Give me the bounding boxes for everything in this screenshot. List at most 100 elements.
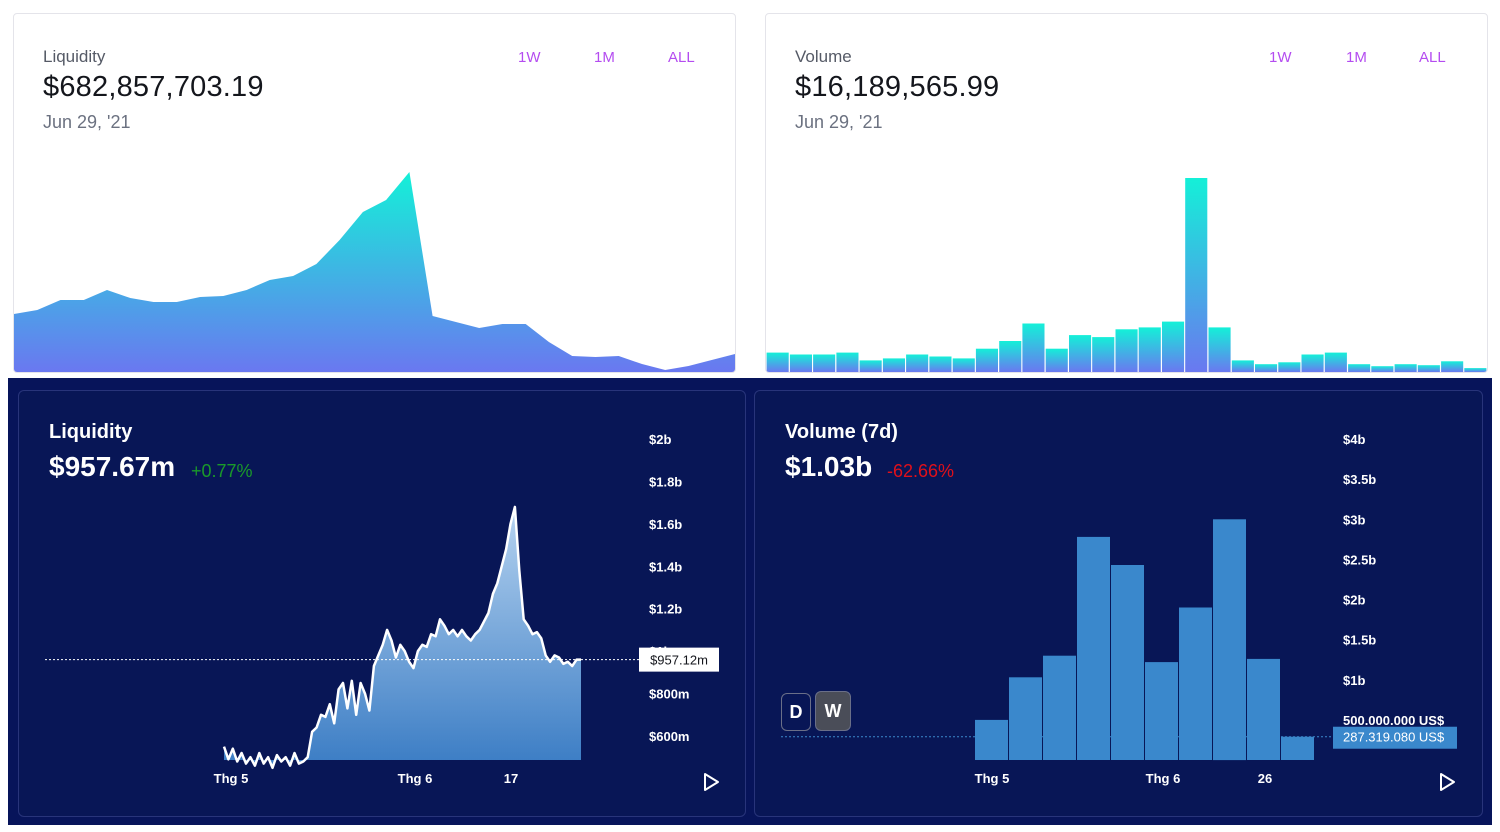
volume-bar: [1371, 366, 1394, 372]
y-tick-label: $3.5b: [1343, 472, 1376, 487]
volume-bar: [1069, 335, 1092, 372]
volume-bar: [789, 354, 812, 372]
volume-bar: [1162, 321, 1185, 372]
volume-value: $16,189,565.99: [795, 71, 1000, 103]
x-tick-label: Thg 6: [1146, 771, 1181, 786]
y-tick-label: 500.000.000 US$: [1343, 713, 1445, 728]
volume-bar: [1247, 658, 1280, 760]
dark-dashboard: Liquidity $957.67m +0.77% $2b $1.8b $1.6b $…: [8, 378, 1492, 825]
volume-bar: [1324, 352, 1347, 372]
volume-bar: [882, 358, 905, 372]
volume-bar: [999, 341, 1022, 372]
volume-bar: [1208, 327, 1231, 372]
liquidity-value: $682,857,703.19: [43, 71, 264, 103]
volume-bar: [813, 354, 836, 372]
liquidity-title: Liquidity: [49, 421, 133, 443]
volume-bar: [859, 360, 882, 372]
play-icon[interactable]: [1438, 771, 1458, 793]
y-tick-label: $2b: [649, 432, 671, 447]
volume-bar: [1115, 329, 1138, 372]
x-tick-label: 17: [504, 771, 518, 786]
liquidity-line: [222, 505, 581, 770]
volume-bar: [1179, 607, 1212, 760]
volume-title: Volume: [795, 47, 852, 66]
volume-bar: [1009, 677, 1042, 760]
volume-bar: [1138, 327, 1161, 372]
play-icon[interactable]: [702, 771, 722, 793]
volume-card-light: Volume $16,189,565.99 Jun 29, '21 1W 1M …: [765, 13, 1488, 373]
liquidity-card-dark: Liquidity $957.67m +0.77% $2b $1.8b $1.6b $…: [18, 390, 746, 817]
volume-bar: [906, 354, 929, 372]
tab-1w[interactable]: 1W: [1269, 49, 1292, 66]
x-tick-label: Thg 5: [975, 771, 1010, 786]
volume-bar: [1231, 360, 1254, 372]
volume-bar: [1255, 364, 1278, 372]
volume-bar: [836, 352, 859, 372]
volume-card-dark: Volume (7d) $1.03b -62.66% $4b $3.5b $3b $2…: [754, 390, 1483, 817]
volume-bar: [1092, 337, 1115, 372]
toggle-daily-button[interactable]: D: [781, 693, 811, 731]
volume-date: Jun 29, '21: [795, 112, 883, 132]
volume-bar: [929, 356, 952, 372]
tab-1w[interactable]: 1W: [518, 49, 541, 66]
volume-bar: [975, 719, 1008, 760]
volume-bar: [766, 352, 789, 372]
volume-bar: [975, 348, 998, 372]
liquidity-title: Liquidity: [43, 47, 106, 66]
volume-bar: [1301, 354, 1324, 372]
price-tag-box: [1333, 726, 1457, 749]
volume-bar: [1043, 655, 1076, 760]
volume-bar: [1281, 736, 1314, 760]
y-tick-label: $1b: [1343, 673, 1365, 688]
liquidity-area: [14, 172, 735, 372]
volume-bar: [1417, 365, 1440, 372]
liquidity-area: [224, 506, 581, 768]
y-tick-label: $1.8b: [649, 474, 682, 489]
volume-bar: [1464, 368, 1487, 372]
liquidity-value: $957.67m: [49, 451, 176, 482]
volume-bar-chart: [766, 178, 1487, 372]
y-tick-label: $800m: [649, 687, 689, 702]
y-tick-label: $4b: [1343, 432, 1365, 447]
volume-bar-chart-dark: $4b $3.5b $3b $2.5b $2b $1.5b $1b 500.000.000 U…: [781, 432, 1457, 786]
x-tick-label: 26: [1258, 771, 1272, 786]
volume-bar: [1111, 565, 1144, 760]
price-tag-label: $957.12m: [650, 653, 708, 668]
y-tick-label: $1.6b: [649, 517, 682, 532]
y-tick-label: $3b: [1343, 512, 1365, 527]
volume-bar: [1348, 364, 1371, 372]
x-tick-label: Thg 6: [398, 771, 433, 786]
tab-1m[interactable]: 1M: [1346, 49, 1367, 66]
volume-bar: [1441, 361, 1464, 372]
liquidity-card-light: Liquidity $682,857,703.19 Jun 29, '21 1W…: [13, 13, 736, 373]
x-tick-label: Thg 5: [214, 771, 249, 786]
volume-bar: [1394, 364, 1417, 372]
volume-bar: [1045, 348, 1068, 372]
volume-bar: [1077, 536, 1110, 760]
y-tick-label: $2.5b: [1343, 552, 1376, 567]
y-tick-label: $1.5b: [1343, 633, 1376, 648]
tab-all[interactable]: ALL: [668, 49, 695, 66]
y-tick-label: $600m: [649, 729, 689, 744]
tab-all[interactable]: ALL: [1419, 49, 1446, 66]
price-tag-label: 287.319.080 US$: [1343, 730, 1445, 745]
volume-bar: [1022, 323, 1045, 372]
volume-change: -62.66%: [887, 461, 955, 481]
liquidity-change: +0.77%: [191, 461, 253, 481]
price-tag-box: [639, 647, 719, 672]
volume-bar: [952, 358, 975, 372]
liquidity-area-chart-dark: $2b$1.8b$1.6b$1.4b$1.2b$1b$800m$600m$957…: [45, 432, 719, 786]
toggle-weekly-button[interactable]: W: [815, 691, 851, 731]
volume-value: $1.03b: [785, 451, 873, 482]
liquidity-area-chart: [14, 172, 735, 372]
y-tick-label: $1.2b: [649, 602, 682, 617]
volume-bar: [1278, 362, 1301, 372]
volume-bar: [1213, 519, 1246, 761]
y-tick-label: $1.4b: [649, 559, 682, 574]
liquidity-date: Jun 29, '21: [43, 112, 131, 132]
volume-title: Volume (7d): [785, 421, 898, 443]
y-tick-label: $2b: [1343, 593, 1365, 608]
volume-bar: [1145, 662, 1178, 760]
volume-bar: [1185, 178, 1208, 372]
tab-1m[interactable]: 1M: [594, 49, 615, 66]
